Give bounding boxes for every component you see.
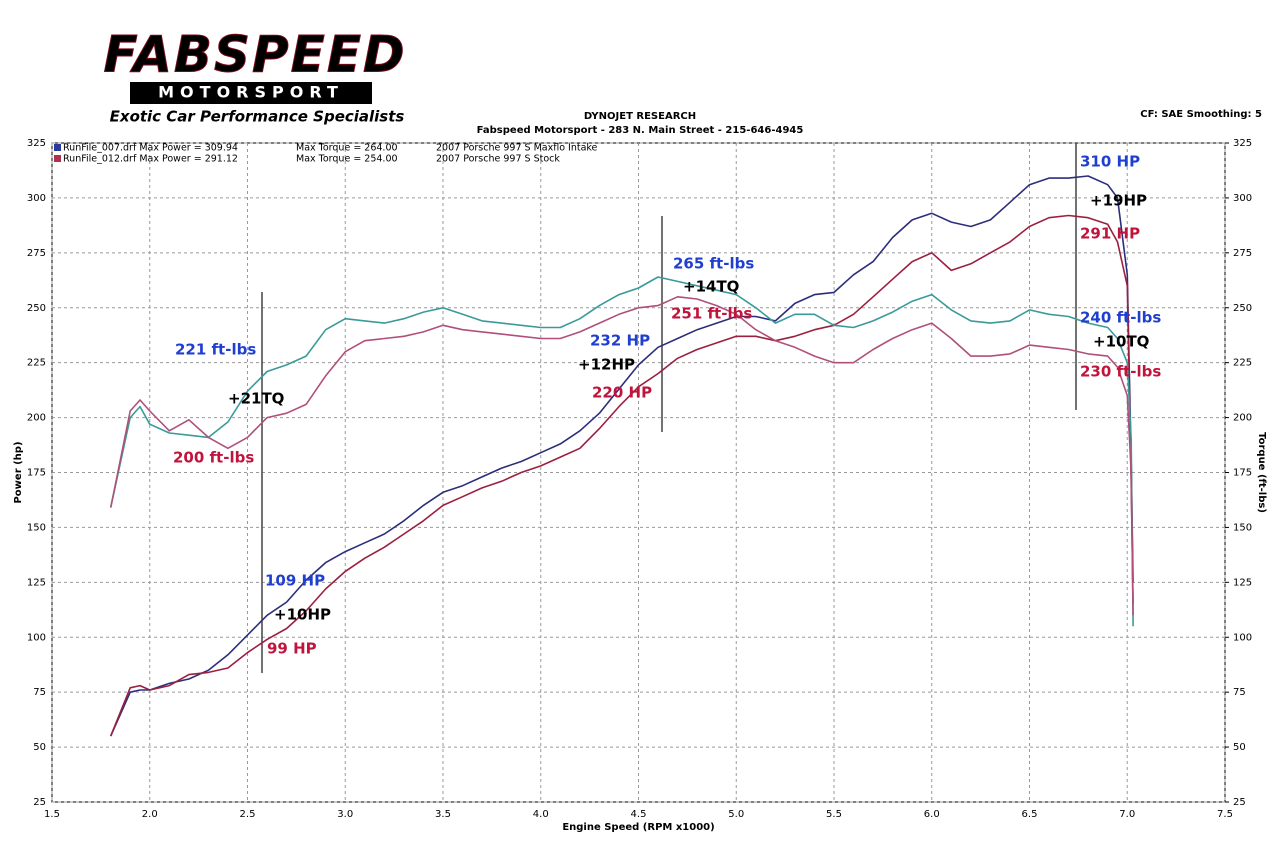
y-tick-label: 225 <box>27 358 46 369</box>
y-tick-label: 175 <box>27 468 46 479</box>
y2-tick-label: 250 <box>1233 303 1252 314</box>
x-tick-label: 4.5 <box>631 809 647 820</box>
annotation: 310 HP <box>1080 153 1140 171</box>
y2-axis-title: Torque (ft-lbs) <box>1256 432 1267 513</box>
annotation: 221 ft-lbs <box>175 341 256 359</box>
annotation: 220 HP <box>592 384 652 402</box>
legend-swatch <box>54 155 61 162</box>
annotation: 265 ft-lbs <box>673 255 754 273</box>
logo-band <box>130 82 372 104</box>
y2-tick-label: 300 <box>1233 193 1252 204</box>
logo: FABSPEED <box>104 26 407 84</box>
y2-tick-label: 75 <box>1233 687 1246 698</box>
annotation: 200 ft-lbs <box>173 449 254 467</box>
y-tick-label: 75 <box>33 687 46 698</box>
annotation: +10TQ <box>1093 333 1149 351</box>
y-axis-title: Power (hp) <box>13 441 24 503</box>
annotation: +21TQ <box>228 390 284 408</box>
x-tick-label: 2.0 <box>142 809 158 820</box>
legend-car: 2007 Porsche 997 S Stock <box>436 154 560 165</box>
y2-tick-label: 225 <box>1233 358 1252 369</box>
x-tick-label: 3.5 <box>435 809 451 820</box>
header-subtitle: Fabspeed Motorsport - 283 N. Main Street… <box>477 125 804 136</box>
y2-tick-label: 100 <box>1233 632 1252 643</box>
annotation: 240 ft-lbs <box>1080 309 1161 327</box>
y-tick-label: 300 <box>27 193 46 204</box>
y-tick-label: 125 <box>27 577 46 588</box>
x-tick-label: 5.5 <box>826 809 842 820</box>
y-tick-label: 200 <box>27 413 46 424</box>
y-tick-label: 275 <box>27 248 46 259</box>
annotation: 251 ft-lbs <box>671 305 752 323</box>
legend-torque: Max Torque = 264.00 <box>296 143 398 154</box>
x-axis-title: Engine Speed (RPM x1000) <box>562 822 714 833</box>
x-tick-label: 7.0 <box>1119 809 1135 820</box>
annotation: 99 HP <box>267 640 317 658</box>
y2-tick-label: 50 <box>1233 742 1246 753</box>
series-line <box>109 296 1134 616</box>
y-tick-label: 100 <box>27 632 46 643</box>
y2-tick-label: 200 <box>1233 413 1252 424</box>
x-tick-label: 2.5 <box>240 809 256 820</box>
header-settings: CF: SAE Smoothing: 5 <box>1140 109 1262 120</box>
annotation: +12HP <box>578 356 635 374</box>
y-tick-label: 150 <box>27 522 46 533</box>
x-tick-label: 3.0 <box>337 809 353 820</box>
x-tick-label: 6.5 <box>1022 809 1038 820</box>
y-tick-label: 50 <box>33 742 46 753</box>
y2-tick-label: 125 <box>1233 577 1252 588</box>
legend-swatch <box>54 144 61 151</box>
legend-run: RunFile_012.drf Max Power = 291.12 <box>63 154 238 165</box>
y-tick-label: 325 <box>27 138 46 149</box>
y-tick-label: 25 <box>33 797 46 808</box>
legend-torque: Max Torque = 254.00 <box>296 154 398 165</box>
x-tick-label: 4.0 <box>533 809 549 820</box>
header-title: DYNOJET RESEARCH <box>584 111 696 122</box>
x-tick-label: 5.0 <box>728 809 744 820</box>
y2-tick-label: 325 <box>1233 138 1252 149</box>
y2-tick-label: 150 <box>1233 522 1252 533</box>
annotation: +14TQ <box>683 278 739 296</box>
series-line <box>109 214 1134 737</box>
logo-sub: MOTORSPORT <box>158 83 344 102</box>
annotation: 291 HP <box>1080 225 1140 243</box>
y2-tick-label: 25 <box>1233 797 1246 808</box>
annotation: 230 ft-lbs <box>1080 363 1161 381</box>
y-tick-label: 250 <box>27 303 46 314</box>
y2-tick-label: 275 <box>1233 248 1252 259</box>
x-tick-label: 1.5 <box>44 809 60 820</box>
series-line <box>109 175 1134 737</box>
annotation: +19HP <box>1090 192 1147 210</box>
legend-run: RunFile_007.drf Max Power = 309.94 <box>63 143 238 154</box>
legend-car: 2007 Porsche 997 S Maxflo Intake <box>436 143 598 154</box>
y2-tick-label: 175 <box>1233 468 1252 479</box>
annotation: 109 HP <box>265 572 325 590</box>
x-tick-label: 7.5 <box>1217 809 1233 820</box>
tagline: Exotic Car Performance Specialists <box>110 108 405 126</box>
x-tick-label: 6.0 <box>924 809 940 820</box>
annotation: +10HP <box>274 606 331 624</box>
series-line <box>109 276 1134 627</box>
annotation: 232 HP <box>590 332 650 350</box>
